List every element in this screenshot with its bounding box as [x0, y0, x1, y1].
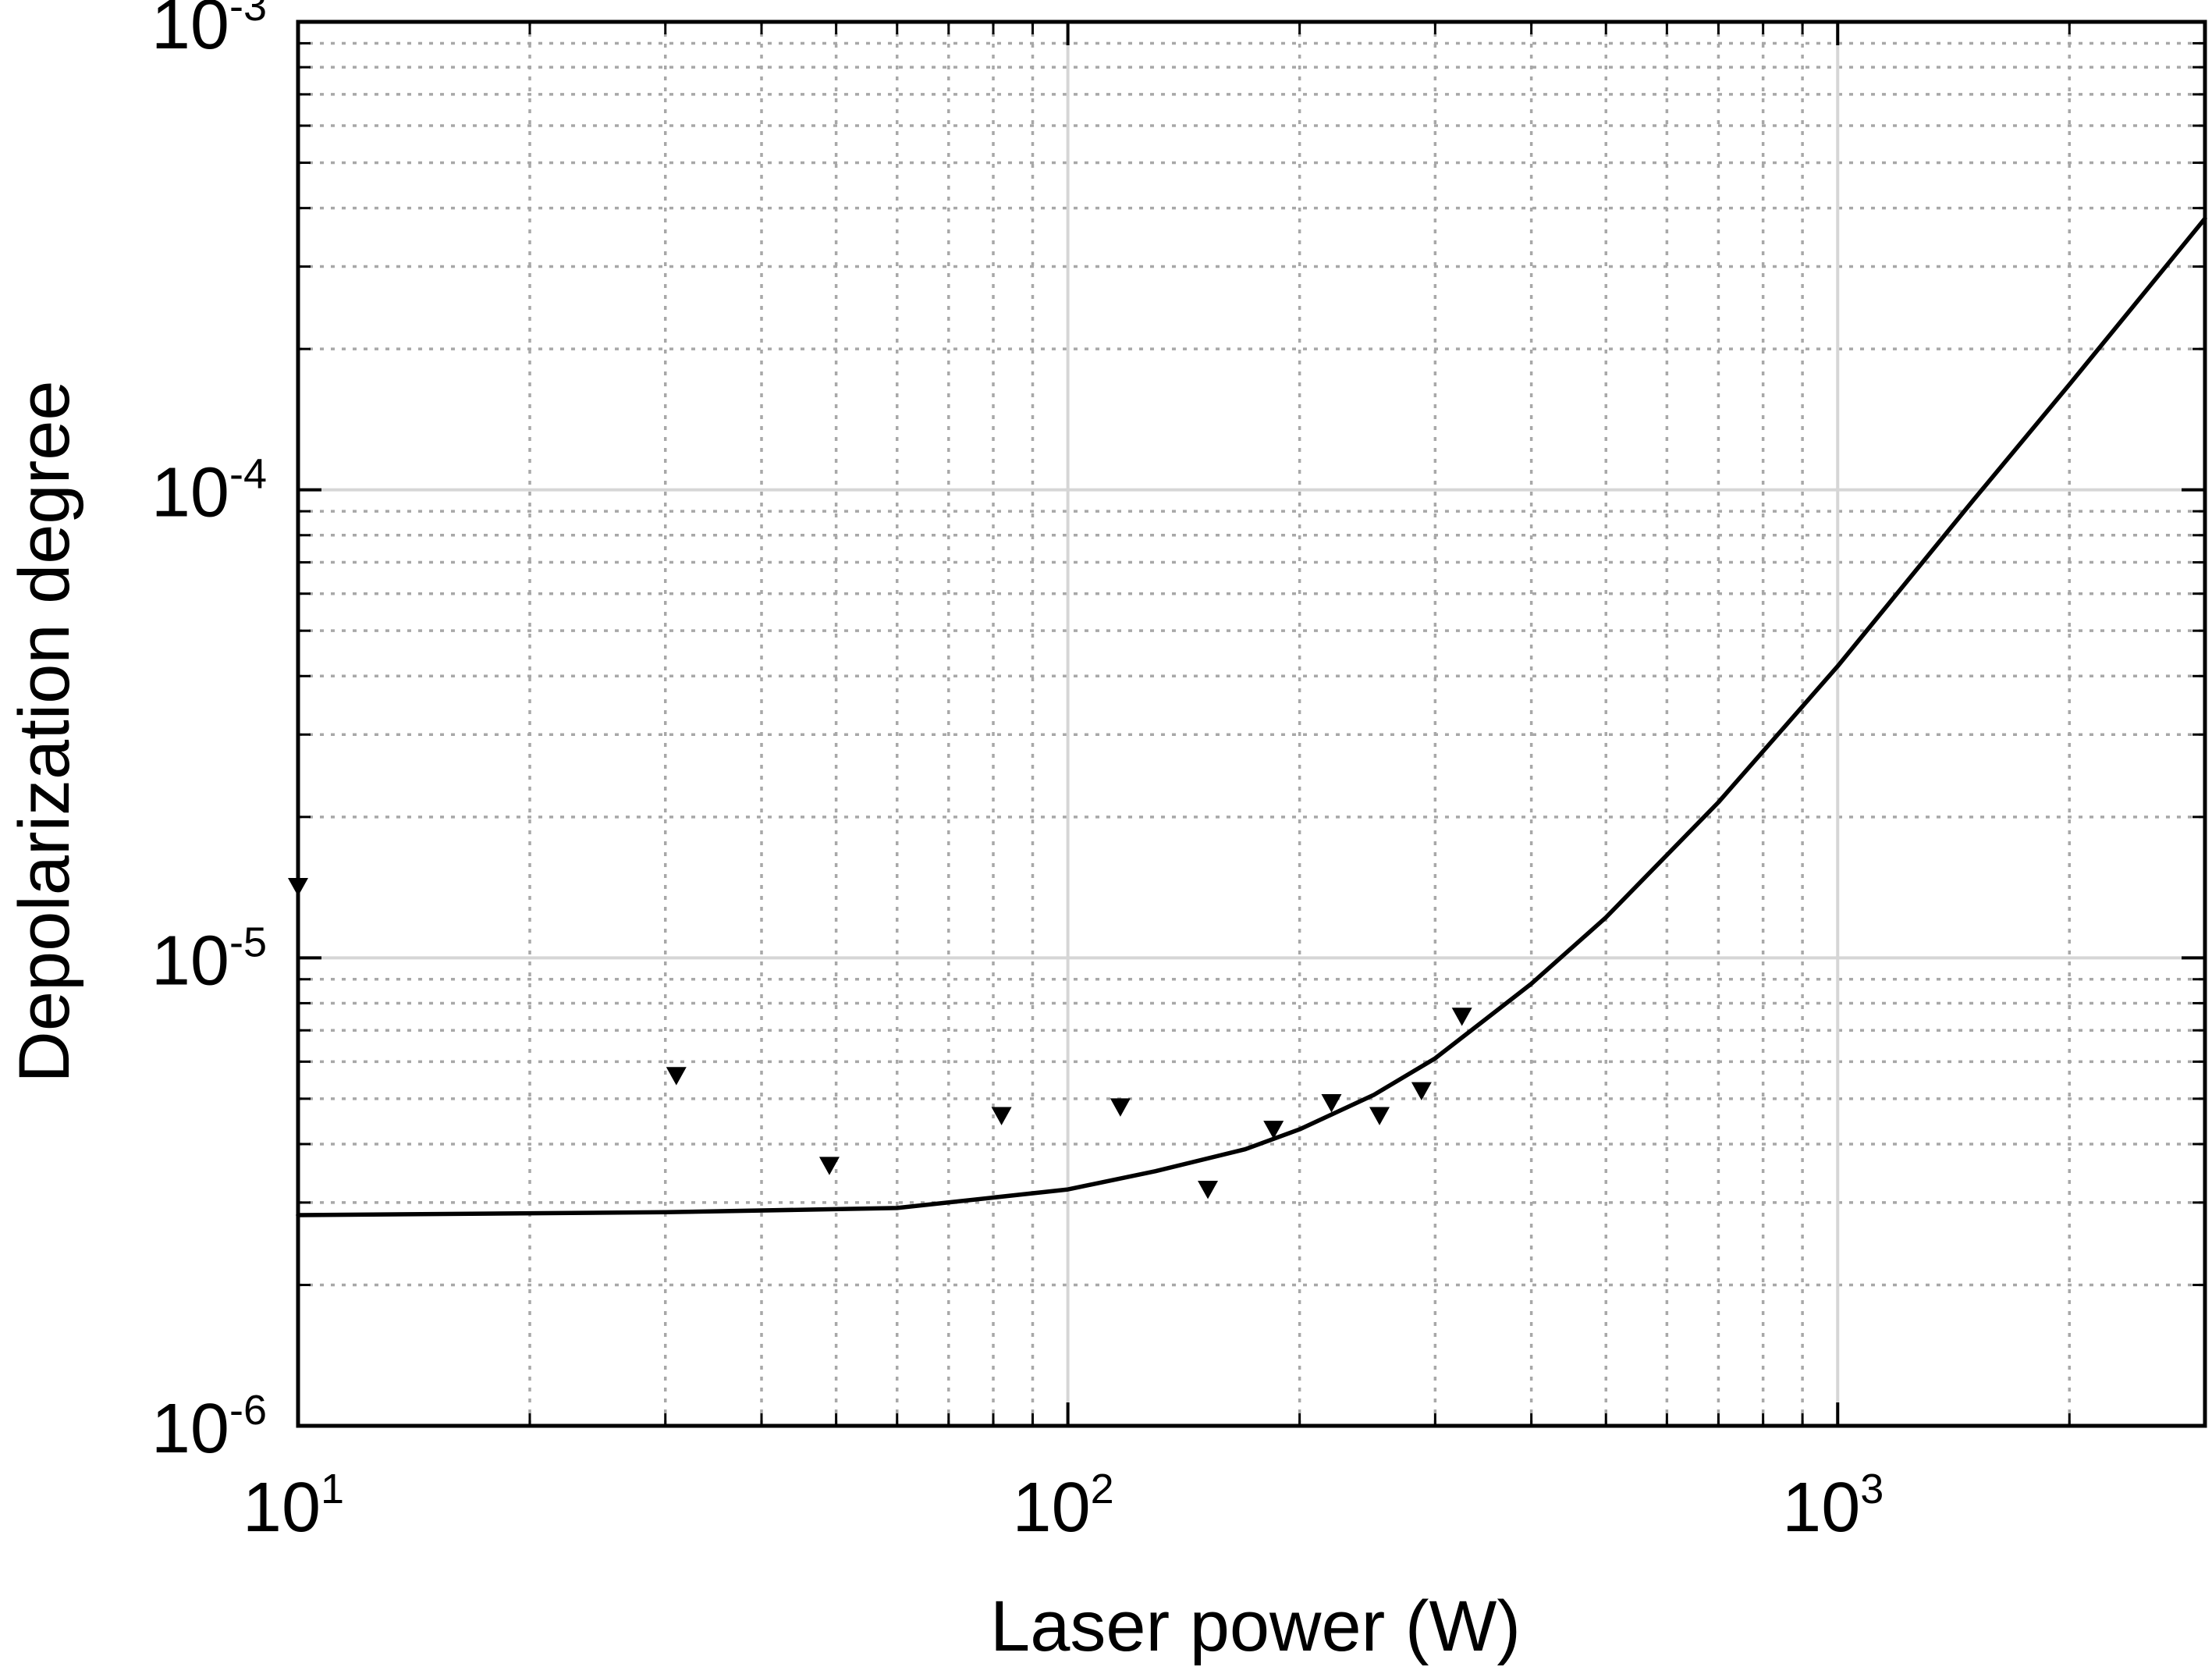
x-tick-label: 102 — [1013, 1466, 1114, 1547]
data-point-marker — [1411, 1082, 1432, 1100]
major-grid — [296, 20, 2205, 1427]
data-point-marker — [1451, 1008, 1472, 1026]
y-axis-label: Depolarization degree — [5, 380, 84, 1082]
x-tick-labels: 101 102 103 — [243, 1466, 1884, 1547]
data-point-marker — [818, 1157, 840, 1175]
x-axis-label: Laser power (W) — [990, 1587, 1521, 1666]
data-point-marker — [991, 1107, 1012, 1125]
plot-frame — [296, 20, 2207, 1428]
data-point-marker — [1263, 1121, 1284, 1139]
y-tick-label: 10-5 — [151, 919, 267, 1000]
fit-curve — [296, 216, 2207, 1217]
x-tick-label: 103 — [1782, 1466, 1884, 1547]
y-tick-label: 10-6 — [151, 1387, 267, 1468]
data-point-marker — [666, 1067, 687, 1086]
data-point-marker — [1321, 1094, 1342, 1113]
data-series — [288, 216, 2207, 1217]
axis-ticks — [296, 20, 2207, 1427]
marker-series — [288, 877, 1472, 1200]
y-tick-labels: 10-6 10-5 10-4 10-3 — [151, 0, 267, 1468]
data-point-marker — [1369, 1107, 1390, 1125]
y-tick-label: 10-3 — [151, 0, 267, 64]
x-tick-label: 101 — [243, 1466, 344, 1547]
data-point-marker — [1198, 1181, 1219, 1200]
y-tick-label: 10-4 — [151, 451, 267, 532]
data-point-marker — [1110, 1098, 1131, 1117]
minor-grid — [298, 22, 2207, 1426]
